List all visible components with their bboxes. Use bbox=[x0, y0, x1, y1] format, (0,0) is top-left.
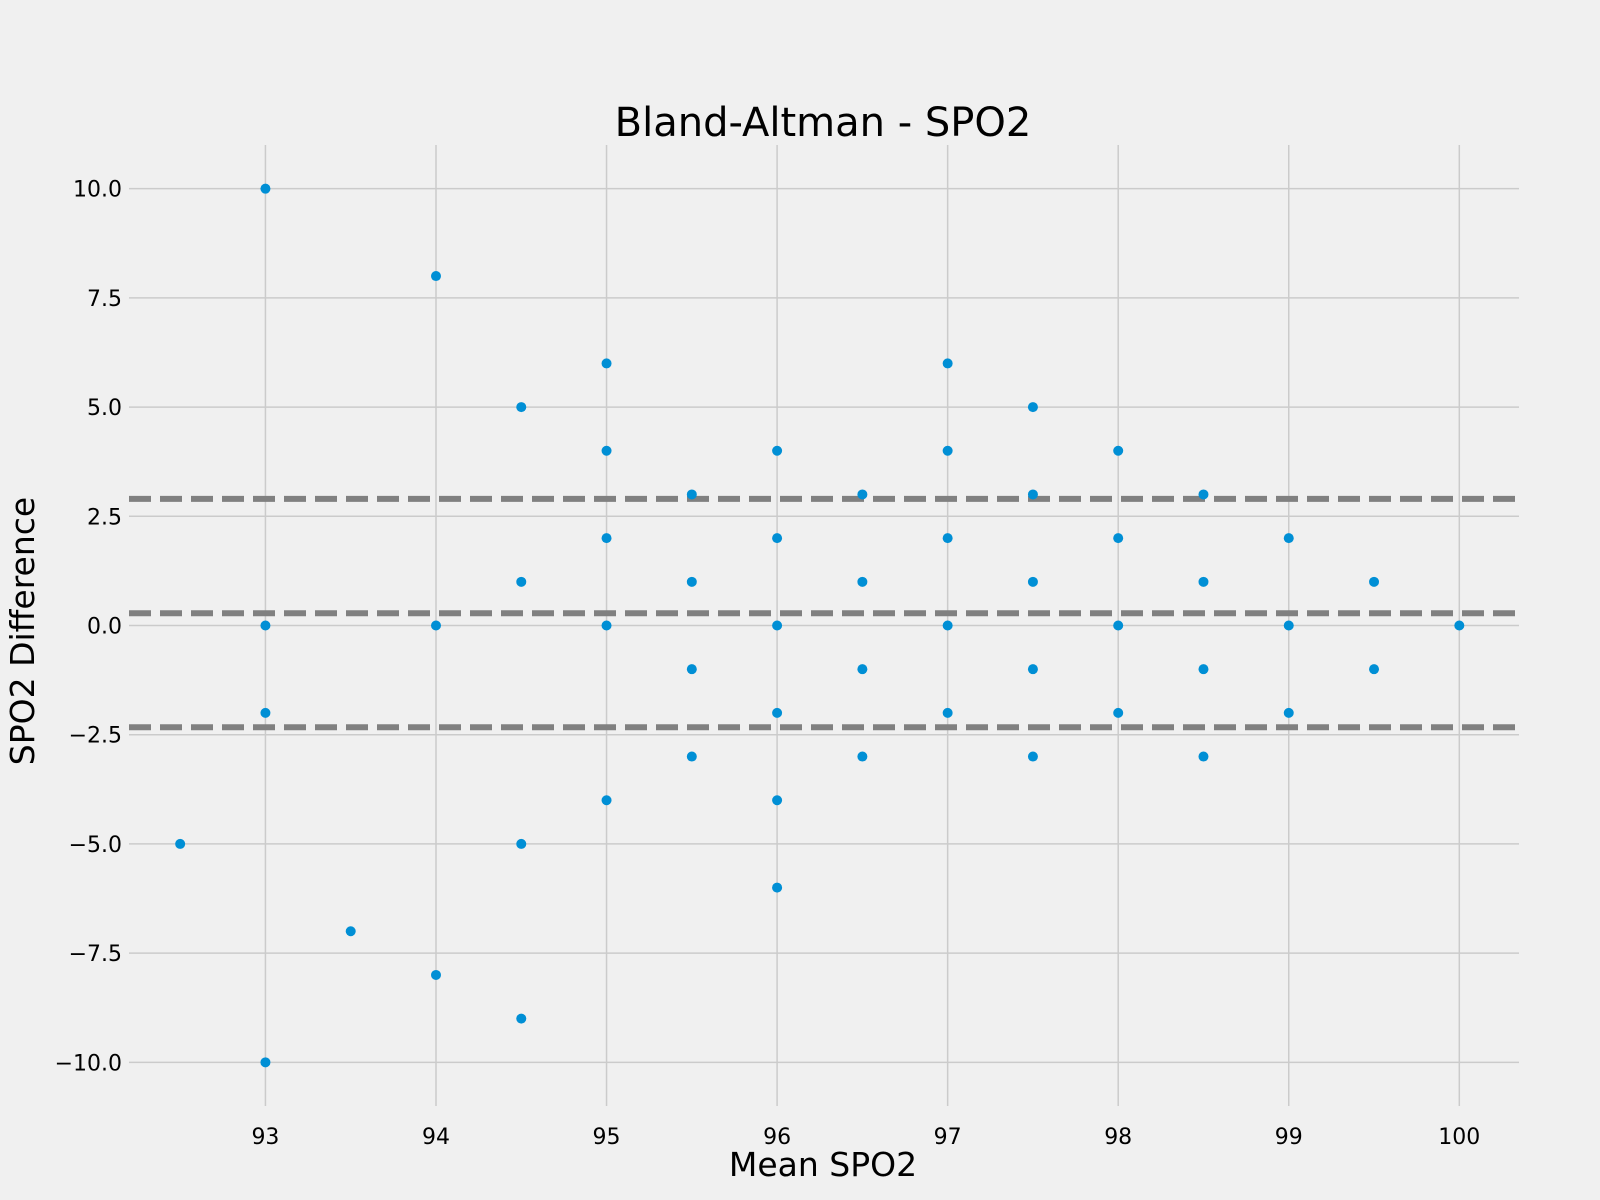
data-point bbox=[601, 533, 612, 544]
data-point bbox=[516, 402, 527, 413]
data-point bbox=[1369, 576, 1380, 587]
data-point bbox=[942, 358, 953, 369]
data-point bbox=[772, 795, 783, 806]
data-point bbox=[430, 969, 441, 980]
data-point bbox=[1113, 620, 1124, 631]
data-point bbox=[1198, 664, 1209, 675]
data-point bbox=[857, 576, 868, 587]
y-tick-label: −10.0 bbox=[55, 1051, 122, 1076]
data-point bbox=[942, 533, 953, 544]
x-tick-label: 98 bbox=[1104, 1125, 1132, 1150]
data-point bbox=[1113, 707, 1124, 718]
x-tick-label: 96 bbox=[763, 1125, 791, 1150]
data-point bbox=[345, 926, 356, 937]
data-points bbox=[175, 183, 1465, 1068]
data-point bbox=[1027, 751, 1038, 762]
chart-title: Bland-Altman - SPO2 bbox=[615, 100, 1032, 146]
y-tick-labels: −10.0 −7.5 −5.0 −2.5 0.0 2.5 5.0 7.5 10.0 bbox=[55, 178, 122, 1077]
data-point bbox=[1454, 620, 1465, 631]
data-point bbox=[1027, 576, 1038, 587]
data-point bbox=[516, 1013, 527, 1024]
data-point bbox=[1113, 445, 1124, 456]
data-point bbox=[772, 882, 783, 893]
x-tick-label: 97 bbox=[934, 1125, 962, 1150]
data-point bbox=[175, 838, 186, 849]
data-point bbox=[942, 620, 953, 631]
x-tick-label: 100 bbox=[1438, 1125, 1480, 1150]
data-point bbox=[601, 620, 612, 631]
data-point bbox=[942, 707, 953, 718]
data-point bbox=[1198, 751, 1209, 762]
y-tick-label: 7.5 bbox=[87, 287, 122, 312]
data-point bbox=[1027, 664, 1038, 675]
data-point bbox=[686, 751, 697, 762]
x-tick-label: 95 bbox=[593, 1125, 621, 1150]
y-tick-label: 10.0 bbox=[73, 178, 122, 203]
data-point bbox=[1113, 533, 1124, 544]
data-point bbox=[1283, 620, 1294, 631]
data-point bbox=[772, 533, 783, 544]
data-point bbox=[686, 576, 697, 587]
data-point bbox=[1198, 489, 1209, 500]
data-point bbox=[772, 445, 783, 456]
data-point bbox=[772, 620, 783, 631]
y-tick-label: −2.5 bbox=[69, 724, 122, 749]
data-point bbox=[686, 489, 697, 500]
grid-layer bbox=[129, 145, 1519, 1106]
data-point bbox=[601, 795, 612, 806]
data-point bbox=[1027, 489, 1038, 500]
y-tick-label: 2.5 bbox=[87, 505, 122, 530]
data-point bbox=[430, 271, 441, 282]
x-axis-label: Mean SPO2 bbox=[729, 1145, 917, 1184]
data-point bbox=[1198, 576, 1209, 587]
data-point bbox=[260, 707, 271, 718]
y-axis-label: SPO2 Difference bbox=[3, 497, 42, 765]
data-point bbox=[942, 445, 953, 456]
y-tick-label: −5.0 bbox=[69, 833, 122, 858]
data-point bbox=[1283, 707, 1294, 718]
data-point bbox=[772, 707, 783, 718]
data-point bbox=[260, 1057, 271, 1068]
data-point bbox=[857, 489, 868, 500]
data-point bbox=[686, 664, 697, 675]
data-point bbox=[857, 751, 868, 762]
data-point bbox=[516, 838, 527, 849]
data-point bbox=[260, 183, 271, 194]
data-point bbox=[516, 576, 527, 587]
y-tick-label: 5.0 bbox=[87, 396, 122, 421]
data-point bbox=[601, 445, 612, 456]
data-point bbox=[601, 358, 612, 369]
data-point bbox=[1369, 664, 1380, 675]
data-point bbox=[260, 620, 271, 631]
y-tick-label: 0.0 bbox=[87, 615, 122, 640]
data-point bbox=[430, 620, 441, 631]
reference-lines bbox=[129, 495, 1519, 731]
x-tick-label: 99 bbox=[1275, 1125, 1303, 1150]
data-point bbox=[1283, 533, 1294, 544]
x-tick-label: 93 bbox=[251, 1125, 279, 1150]
x-tick-labels: 93 94 95 96 97 98 99 100 bbox=[251, 1125, 1480, 1150]
x-tick-label: 94 bbox=[422, 1125, 450, 1150]
data-point bbox=[857, 664, 868, 675]
y-tick-label: −7.5 bbox=[69, 942, 122, 967]
data-point bbox=[1027, 402, 1038, 413]
